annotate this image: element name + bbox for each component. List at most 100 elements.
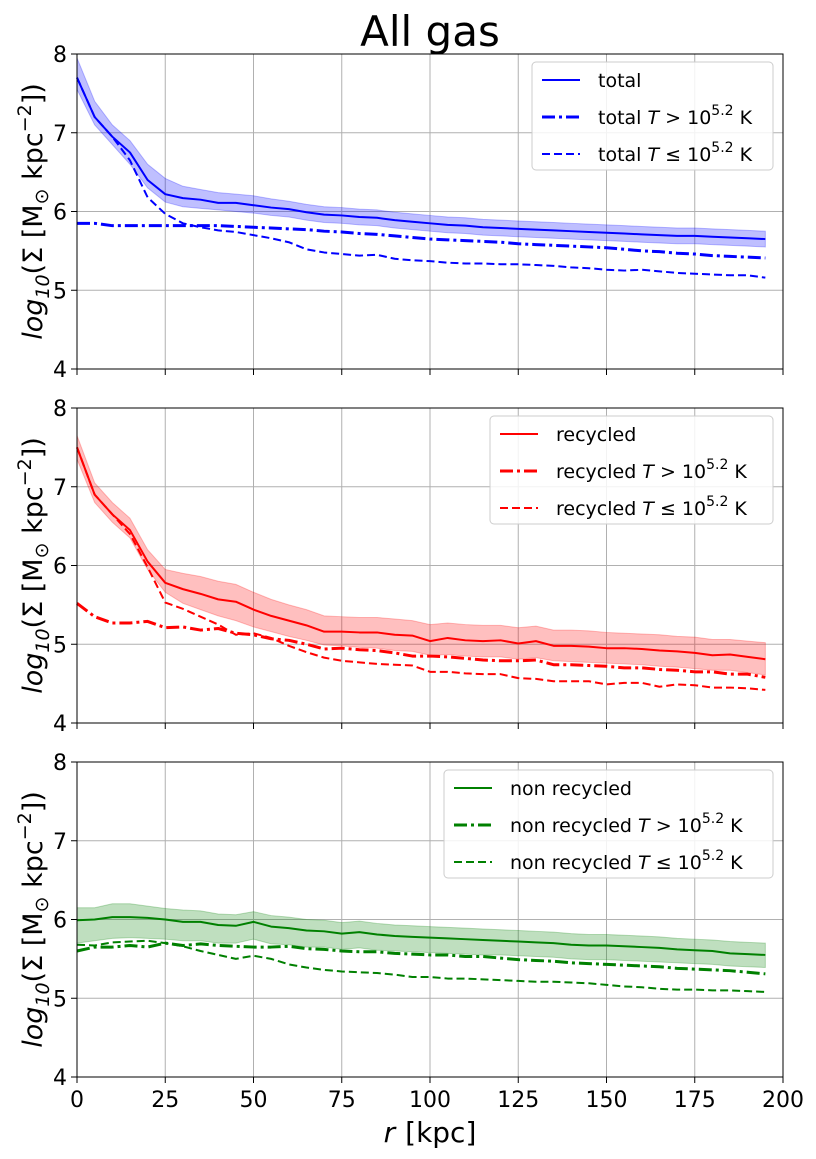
panel-non-recycled: 0 25 50 75 100 125 150 175 200 4 5 6 7 8 log10(Σ [M⊙ k… — [14, 751, 804, 1113]
legend-entry: total T > 105.2 K — [598, 103, 753, 129]
legend-entry-label: non recycled — [510, 778, 632, 800]
legend-entry-label: recycled — [556, 424, 636, 446]
y-axis-label-exp: −2 — [14, 812, 36, 840]
legend-entry-label: total — [598, 70, 641, 92]
legend-entry-unit: K — [734, 144, 753, 166]
legend-entry: total — [598, 70, 641, 92]
x-axis-label: r [kpc] — [384, 1116, 477, 1149]
legend-entry-cmp: > 10 — [650, 815, 702, 837]
legend-entry: recycled — [556, 424, 636, 446]
y-axis-label-body: (Σ [M — [18, 912, 49, 982]
figure-title: All gas — [360, 7, 500, 56]
y-tick-label: 5 — [53, 987, 67, 1012]
series-line-dashed — [76, 939, 766, 993]
legend-entry-label: recycled — [556, 461, 642, 483]
legend-entry-exp: 5.2 — [711, 103, 733, 119]
legend-entry-cmp: > 10 — [659, 107, 711, 129]
y-axis-label-close: ]) — [18, 437, 49, 458]
y-axis-label-log: log — [18, 653, 49, 694]
y-axis-label-log: log — [18, 1007, 49, 1048]
legend-entry: non recycled T ≤ 105.2 K — [510, 848, 743, 874]
x-axis-label-r: r — [384, 1116, 397, 1149]
y-axis-label: log10(Σ [M⊙ kpc−2]) — [14, 83, 54, 340]
legend-entry-cmp: > 10 — [654, 461, 706, 483]
y-tick-label: 6 — [53, 909, 67, 934]
legend-entry-unit: K — [724, 852, 743, 874]
x-tick-label: 150 — [586, 1088, 628, 1113]
series-line-dashed — [76, 447, 766, 691]
x-tick-label: 200 — [762, 1088, 804, 1113]
x-tick-label: 175 — [674, 1088, 716, 1113]
y-axis-label-sun: ⊙ — [31, 543, 53, 559]
y-tick-label: 4 — [53, 358, 67, 383]
y-axis-label: log10(Σ [M⊙ kpc−2]) — [14, 437, 54, 694]
legend-entry: non recycled T > 105.2 K — [510, 811, 743, 837]
x-tick-label: 25 — [151, 1088, 179, 1113]
legend-box — [531, 61, 774, 171]
legend-entry-temp: T — [638, 815, 651, 837]
y-tick-label: 7 — [53, 476, 67, 501]
y-axis-label: log10(Σ [M⊙ kpc−2]) — [14, 791, 54, 1048]
legend-entry-unit: K — [728, 498, 747, 520]
y-tick-label: 5 — [53, 633, 67, 658]
legend-entry-label: non recycled — [510, 815, 638, 837]
y-axis-label-exp: −2 — [14, 104, 36, 132]
y-tick-label: 8 — [53, 43, 67, 68]
legend-entry-exp: 5.2 — [711, 140, 733, 156]
y-axis-label-close: ]) — [18, 83, 49, 104]
x-tick-label: 50 — [240, 1088, 268, 1113]
uncertainty-band — [76, 435, 766, 676]
series-line-dashed — [76, 77, 766, 279]
legend-entry-cmp: ≤ 10 — [659, 144, 711, 166]
legend-entry-exp: 5.2 — [706, 494, 728, 510]
legend-entry-label: recycled — [556, 498, 642, 520]
y-tick-label: 6 — [53, 555, 67, 580]
y-axis-label-unit: kpc — [18, 840, 49, 896]
uncertainty-band — [76, 903, 766, 969]
legend-entry-temp: T — [642, 498, 655, 520]
legend-entry-unit: K — [734, 107, 753, 129]
y-axis-label-body: (Σ [M — [18, 558, 49, 628]
x-tick-label: 75 — [328, 1088, 356, 1113]
y-axis-label-sub: 10 — [32, 628, 54, 652]
y-tick-label: 4 — [53, 1066, 67, 1091]
legend-entry-label: total — [598, 107, 648, 129]
y-tick-label: 7 — [53, 122, 67, 147]
y-axis-label-close: ]) — [18, 791, 49, 812]
legend-entry-cmp: ≤ 10 — [650, 852, 702, 874]
y-tick-label: 5 — [53, 279, 67, 304]
legend-entry-exp: 5.2 — [702, 811, 724, 827]
y-tick-label: 8 — [53, 397, 67, 422]
legend-entry-temp: T — [648, 144, 661, 166]
legend-entry-temp: T — [642, 461, 655, 483]
y-tick-label: 7 — [53, 830, 67, 855]
y-axis-label-body: (Σ [M — [18, 204, 49, 274]
legend-entry: non recycled — [510, 778, 632, 800]
series-line-solid — [76, 77, 766, 241]
legend-entry-unit: K — [728, 461, 747, 483]
y-tick-label: 6 — [53, 201, 67, 226]
y-tick-label: 4 — [53, 712, 67, 737]
legend-entry: recycled T > 105.2 K — [556, 457, 747, 483]
legend-box — [489, 415, 774, 525]
uncertainty-band — [76, 57, 766, 248]
legend-entry: recycled T ≤ 105.2 K — [556, 494, 747, 520]
y-axis-label-sun: ⊙ — [31, 189, 53, 205]
legend-entry-exp: 5.2 — [702, 848, 724, 864]
legend-entry-label: total — [598, 144, 648, 166]
y-axis-label-log: log — [18, 299, 49, 340]
y-axis-label-unit: kpc — [18, 486, 49, 542]
legend-box — [443, 769, 774, 879]
x-tick-label: 0 — [70, 1088, 84, 1113]
y-axis-label-unit: kpc — [18, 132, 49, 188]
series-line-solid — [76, 447, 766, 661]
y-tick-label: 8 — [53, 751, 67, 776]
series-line-dashdot — [76, 602, 766, 679]
x-tick-label: 125 — [497, 1088, 539, 1113]
y-axis-label-sun: ⊙ — [31, 897, 53, 913]
series-line-solid — [76, 916, 766, 956]
legend-entry-exp: 5.2 — [706, 457, 728, 473]
